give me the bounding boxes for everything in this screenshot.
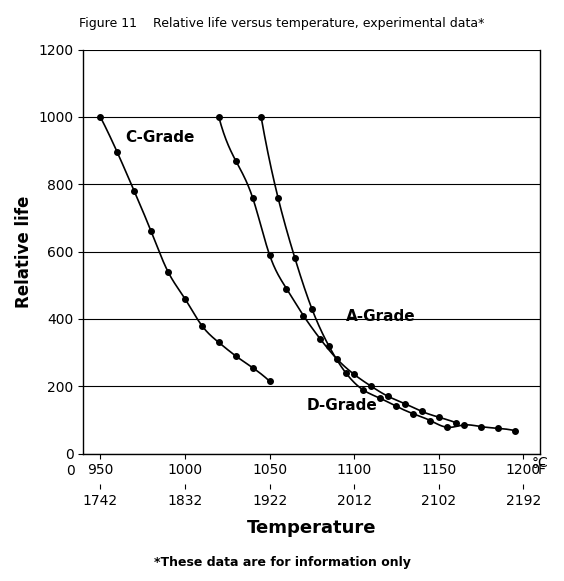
- Text: 0: 0: [66, 464, 75, 478]
- Text: C-Grade: C-Grade: [126, 130, 195, 145]
- Text: °F: °F: [532, 463, 547, 477]
- Y-axis label: Relative life: Relative life: [15, 195, 33, 308]
- X-axis label: Temperature: Temperature: [247, 519, 377, 537]
- Text: *These data are for information only: *These data are for information only: [153, 557, 411, 569]
- Text: A-Grade: A-Grade: [346, 309, 415, 324]
- Text: Figure 11    Relative life versus temperature, experimental data*: Figure 11 Relative life versus temperatu…: [80, 17, 484, 30]
- Text: °C: °C: [532, 456, 549, 470]
- Text: D-Grade: D-Grade: [307, 398, 377, 413]
